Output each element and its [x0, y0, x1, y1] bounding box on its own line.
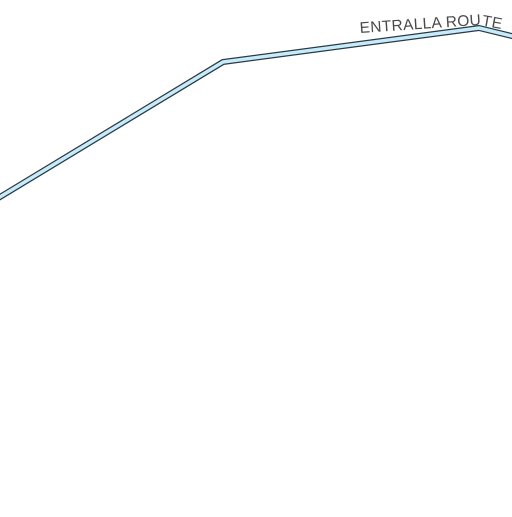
road-casing — [0, 25, 512, 201]
road-fill[interactable] — [0, 26, 512, 200]
